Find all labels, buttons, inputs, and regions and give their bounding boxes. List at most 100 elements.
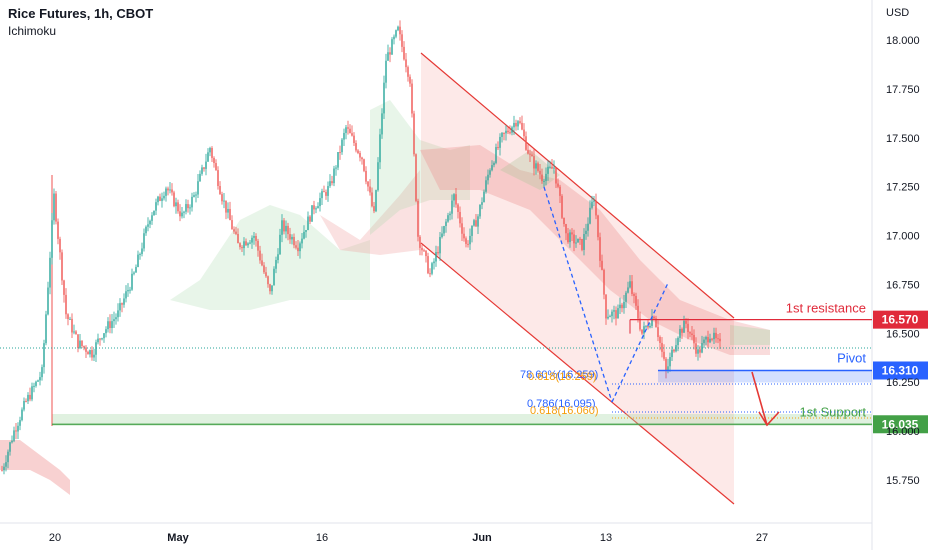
candle-body (191, 196, 193, 208)
candle-body (557, 183, 559, 187)
candle-body (265, 272, 267, 277)
candle-body (477, 216, 479, 227)
candle-body (209, 147, 211, 153)
levels[interactable]: 1st resistance 16.570 Pivot 16.310 1st Suppo… (52, 301, 928, 434)
candle-body (69, 318, 71, 320)
candle-body (239, 243, 241, 248)
candle-body (711, 338, 713, 340)
candle-body (1, 470, 3, 472)
candle-body (645, 325, 647, 327)
candle-body (551, 166, 553, 169)
candle-body (229, 208, 231, 221)
candle-body (561, 195, 563, 218)
candle-body (23, 400, 25, 410)
candle-body (297, 247, 299, 252)
resistance-label: 1st resistance (786, 301, 866, 316)
candle-body (151, 215, 153, 221)
candle-body (3, 466, 5, 471)
candle-body (661, 342, 663, 352)
pivot-zone[interactable] (658, 370, 872, 383)
support-zone (52, 414, 872, 426)
candle-body (53, 193, 55, 221)
candle-body (75, 331, 77, 335)
candle-body (707, 336, 709, 343)
candle-body (141, 248, 143, 254)
candle-body (389, 52, 391, 55)
candle-body (105, 329, 107, 334)
candle-body (277, 254, 279, 261)
candle-body (507, 130, 509, 133)
candle-body (571, 232, 573, 235)
candle-body (41, 367, 43, 378)
price-tick-label: 16.750 (886, 279, 920, 291)
fib-lower-blue: 0.786(16.095) (527, 398, 596, 410)
candle-body (337, 152, 339, 168)
candle-body (77, 334, 79, 349)
candle-body (713, 332, 715, 340)
candle-body (489, 170, 491, 175)
candle-body (269, 284, 271, 292)
price-tick-label: 18.000 (886, 35, 920, 47)
candle-body (299, 243, 301, 252)
descending-channel[interactable] (420, 52, 735, 505)
candle-body (15, 430, 17, 432)
candle-body (623, 301, 625, 309)
price-tick-label: 16.000 (886, 426, 920, 438)
candle-body (399, 26, 401, 35)
price-tick-label: 16.250 (886, 377, 920, 389)
candle-body (615, 310, 617, 319)
candle-body (135, 267, 137, 273)
candle-body (427, 256, 429, 274)
pivot-label: Pivot (837, 350, 866, 365)
candle-body (137, 254, 139, 268)
candle-body (683, 320, 685, 333)
candle-body (447, 215, 449, 222)
candle-body (579, 238, 581, 240)
candle-body (469, 235, 471, 245)
candle-body (421, 247, 423, 251)
candle-body (567, 233, 569, 243)
candle-body (289, 234, 291, 240)
candle-body (45, 314, 47, 344)
candle-body (303, 231, 305, 239)
candle-body (259, 250, 261, 261)
time-tick-label: 16 (316, 532, 328, 544)
candle-body (279, 234, 281, 255)
candle-body (109, 321, 111, 329)
candle-body (353, 135, 355, 144)
candle-body (51, 220, 53, 258)
candle-body (627, 287, 629, 293)
candle-body (409, 76, 411, 84)
candle-body (503, 132, 505, 134)
candle-body (65, 294, 67, 315)
price-axis[interactable]: 18.000 17.750 17.500 17.250 17.000 16.750 16.5… (886, 35, 920, 487)
candle-body (271, 285, 273, 292)
candle-body (169, 189, 171, 191)
candle-body (591, 201, 593, 208)
candle-body (587, 223, 589, 231)
candle-body (555, 167, 557, 184)
candle-body (85, 347, 87, 352)
candle-body (401, 34, 403, 47)
candle-body (417, 200, 419, 237)
candle-body (649, 325, 651, 328)
candle-body (249, 242, 251, 244)
candle-body (719, 338, 721, 342)
candle-body (9, 442, 11, 452)
candle-body (597, 215, 599, 238)
candle-body (221, 194, 223, 202)
candle-body (705, 336, 707, 340)
candle-body (395, 30, 397, 37)
candle-body (443, 226, 445, 234)
time-axis[interactable]: 20 May 16 Jun 13 27 (49, 532, 768, 544)
candle-body (643, 326, 645, 334)
candle-body (213, 157, 215, 164)
candle-body (429, 273, 431, 275)
candle-body (367, 181, 369, 187)
candle-body (519, 121, 521, 123)
candle-body (465, 238, 467, 244)
candle-body (349, 128, 351, 134)
candle-body (177, 202, 179, 212)
candle-body (93, 354, 95, 358)
